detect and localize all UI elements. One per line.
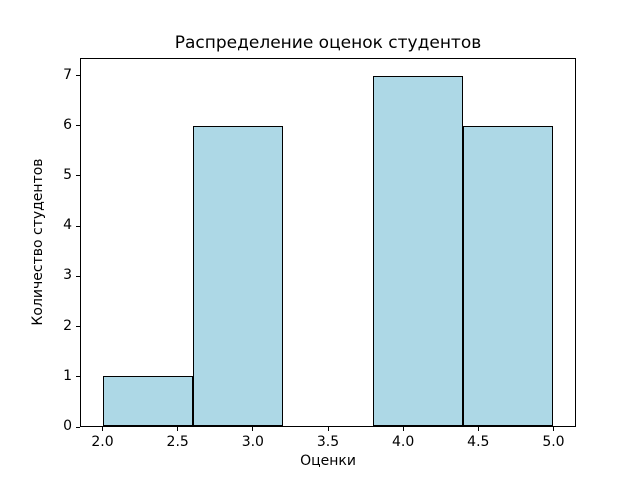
- x-axis-label: Оценки: [300, 453, 356, 469]
- y-tick-label: 1: [63, 367, 72, 384]
- x-tick-mark: [552, 427, 554, 431]
- y-tick-mark: [76, 376, 80, 378]
- y-tick-mark: [76, 75, 80, 77]
- histogram-bar: [372, 76, 463, 426]
- x-tick-mark: [102, 427, 104, 431]
- chart-title: Распределение оценок студентов: [174, 33, 482, 53]
- histogram-bar: [462, 126, 553, 426]
- y-tick-mark: [76, 175, 80, 177]
- y-tick-label: 2: [63, 317, 72, 334]
- y-tick-label: 7: [63, 66, 72, 83]
- y-tick-mark: [76, 125, 80, 127]
- y-tick-mark: [76, 326, 80, 328]
- x-tick-label: 3.5: [316, 434, 340, 450]
- plot-area: [80, 58, 576, 427]
- x-tick-mark: [252, 427, 254, 431]
- y-tick-label: 5: [63, 166, 72, 183]
- x-tick-label: 5.0: [542, 434, 565, 450]
- y-tick-label: 3: [63, 267, 72, 284]
- histogram-bar: [193, 126, 284, 426]
- y-tick-mark: [76, 225, 80, 227]
- x-tick-label: 3.0: [241, 434, 264, 450]
- y-tick-label: 4: [63, 217, 72, 234]
- x-tick-mark: [327, 427, 329, 431]
- x-tick-label: 2.5: [166, 434, 189, 450]
- x-tick-mark: [177, 427, 179, 431]
- x-tick-label: 4.0: [392, 434, 415, 450]
- x-tick-label: 4.5: [467, 434, 490, 450]
- x-tick-label: 2.0: [91, 434, 114, 450]
- x-tick-mark: [477, 427, 479, 431]
- y-tick-mark: [76, 275, 80, 277]
- y-tick-label: 0: [63, 418, 72, 434]
- histogram-bar: [103, 376, 194, 426]
- y-tick-label: 6: [63, 116, 72, 133]
- x-tick-mark: [402, 427, 404, 431]
- y-axis-label: Количество студентов: [30, 158, 46, 326]
- y-tick-mark: [76, 426, 80, 428]
